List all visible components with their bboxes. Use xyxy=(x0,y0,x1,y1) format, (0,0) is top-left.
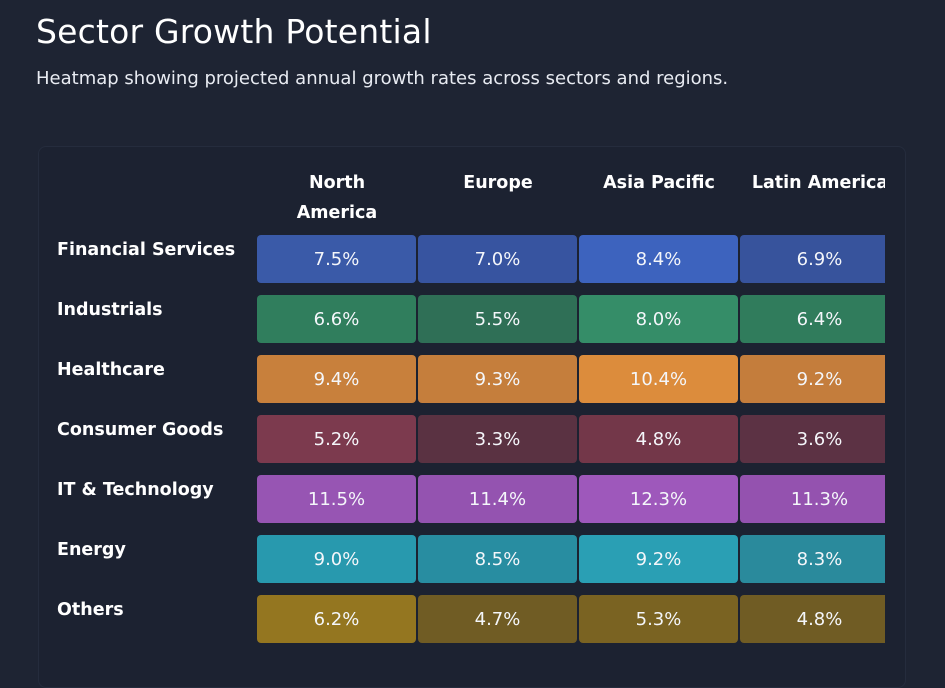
row-label-it-technology: IT & Technology xyxy=(57,480,214,500)
heatmap-cell: 8.0% xyxy=(579,295,738,343)
column-header-europe: Europe xyxy=(463,173,533,193)
heatmap-cell: 5.2% xyxy=(257,415,416,463)
heatmap-cell: 8.4% xyxy=(579,235,738,283)
heatmap-cell: 3.3% xyxy=(418,415,577,463)
row-label-others: Others xyxy=(57,600,124,620)
row-label-consumer-goods: Consumer Goods xyxy=(57,420,224,440)
column-header-latin-america: Latin America xyxy=(751,173,885,193)
heatmap-cell: 6.2% xyxy=(257,595,416,643)
heatmap-grid: North America Europe Asia Pacific Latin Ame… xyxy=(57,173,885,643)
heatmap-cell: 7.5% xyxy=(257,235,416,283)
heatmap-cell: 9.0% xyxy=(257,535,416,583)
column-header-north-america: North America xyxy=(296,173,378,223)
page-subtitle: Heatmap showing projected annual growth … xyxy=(36,68,729,89)
heatmap-cell: 8.3% xyxy=(740,535,885,583)
heatmap-cell: 4.8% xyxy=(740,595,885,643)
heatmap-cell: 11.4% xyxy=(418,475,577,523)
heatmap-cell: 12.3% xyxy=(579,475,738,523)
heatmap-cell: 9.2% xyxy=(579,535,738,583)
heatmap-cell: 5.3% xyxy=(579,595,738,643)
heatmap-cell: 5.5% xyxy=(418,295,577,343)
row-label-healthcare: Healthcare xyxy=(57,360,165,380)
heatmap-cell: 10.4% xyxy=(579,355,738,403)
heatmap-cell: 6.9% xyxy=(740,235,885,283)
heatmap-cell: 4.8% xyxy=(579,415,738,463)
heatmap-cell: 7.0% xyxy=(418,235,577,283)
column-header-asia-pacific: Asia Pacific xyxy=(603,173,715,193)
heatmap-cell: 11.5% xyxy=(257,475,416,523)
heatmap-cell: 6.4% xyxy=(740,295,885,343)
page-title: Sector Growth Potential xyxy=(36,12,432,51)
row-label-financial-services: Financial Services xyxy=(57,240,236,260)
heatmap-cell: 9.2% xyxy=(740,355,885,403)
heatmap-cell: 9.3% xyxy=(418,355,577,403)
heatmap-cell: 6.6% xyxy=(257,295,416,343)
heatmap-cell: 8.5% xyxy=(418,535,577,583)
heatmap-cell: 9.4% xyxy=(257,355,416,403)
heatmap-cell: 4.7% xyxy=(418,595,577,643)
row-label-industrials: Industrials xyxy=(57,300,163,320)
heatmap-cell: 3.6% xyxy=(740,415,885,463)
heatmap-cell: 11.3% xyxy=(740,475,885,523)
row-label-energy: Energy xyxy=(57,540,126,560)
